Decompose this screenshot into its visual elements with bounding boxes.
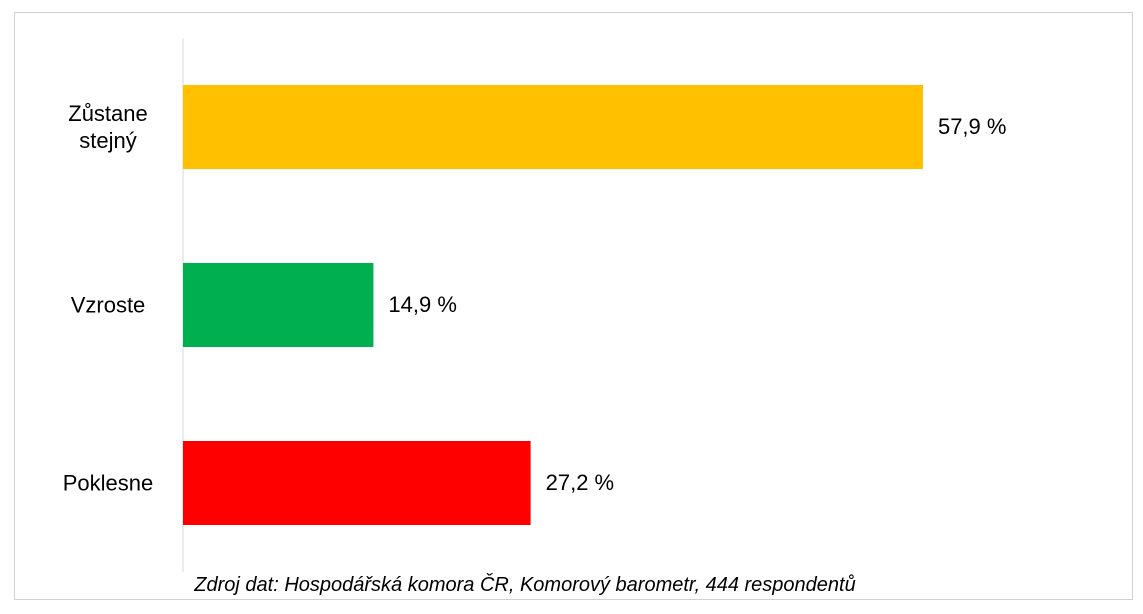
bar — [183, 85, 923, 169]
bar — [183, 263, 374, 347]
value-label: 57,9 % — [937, 114, 1007, 139]
value-label: 14,9 % — [388, 292, 457, 317]
source-note: Zdroj dat: Hospodářská komora ČR, Komoro… — [194, 574, 856, 596]
category-label: Poklesne — [62, 470, 154, 496]
bar — [183, 441, 531, 525]
value-label: 27,2 % — [545, 470, 615, 495]
category-label: Zůstane stejný — [68, 101, 148, 153]
category-label: Vzroste — [70, 292, 146, 318]
chart-border — [14, 12, 1133, 600]
